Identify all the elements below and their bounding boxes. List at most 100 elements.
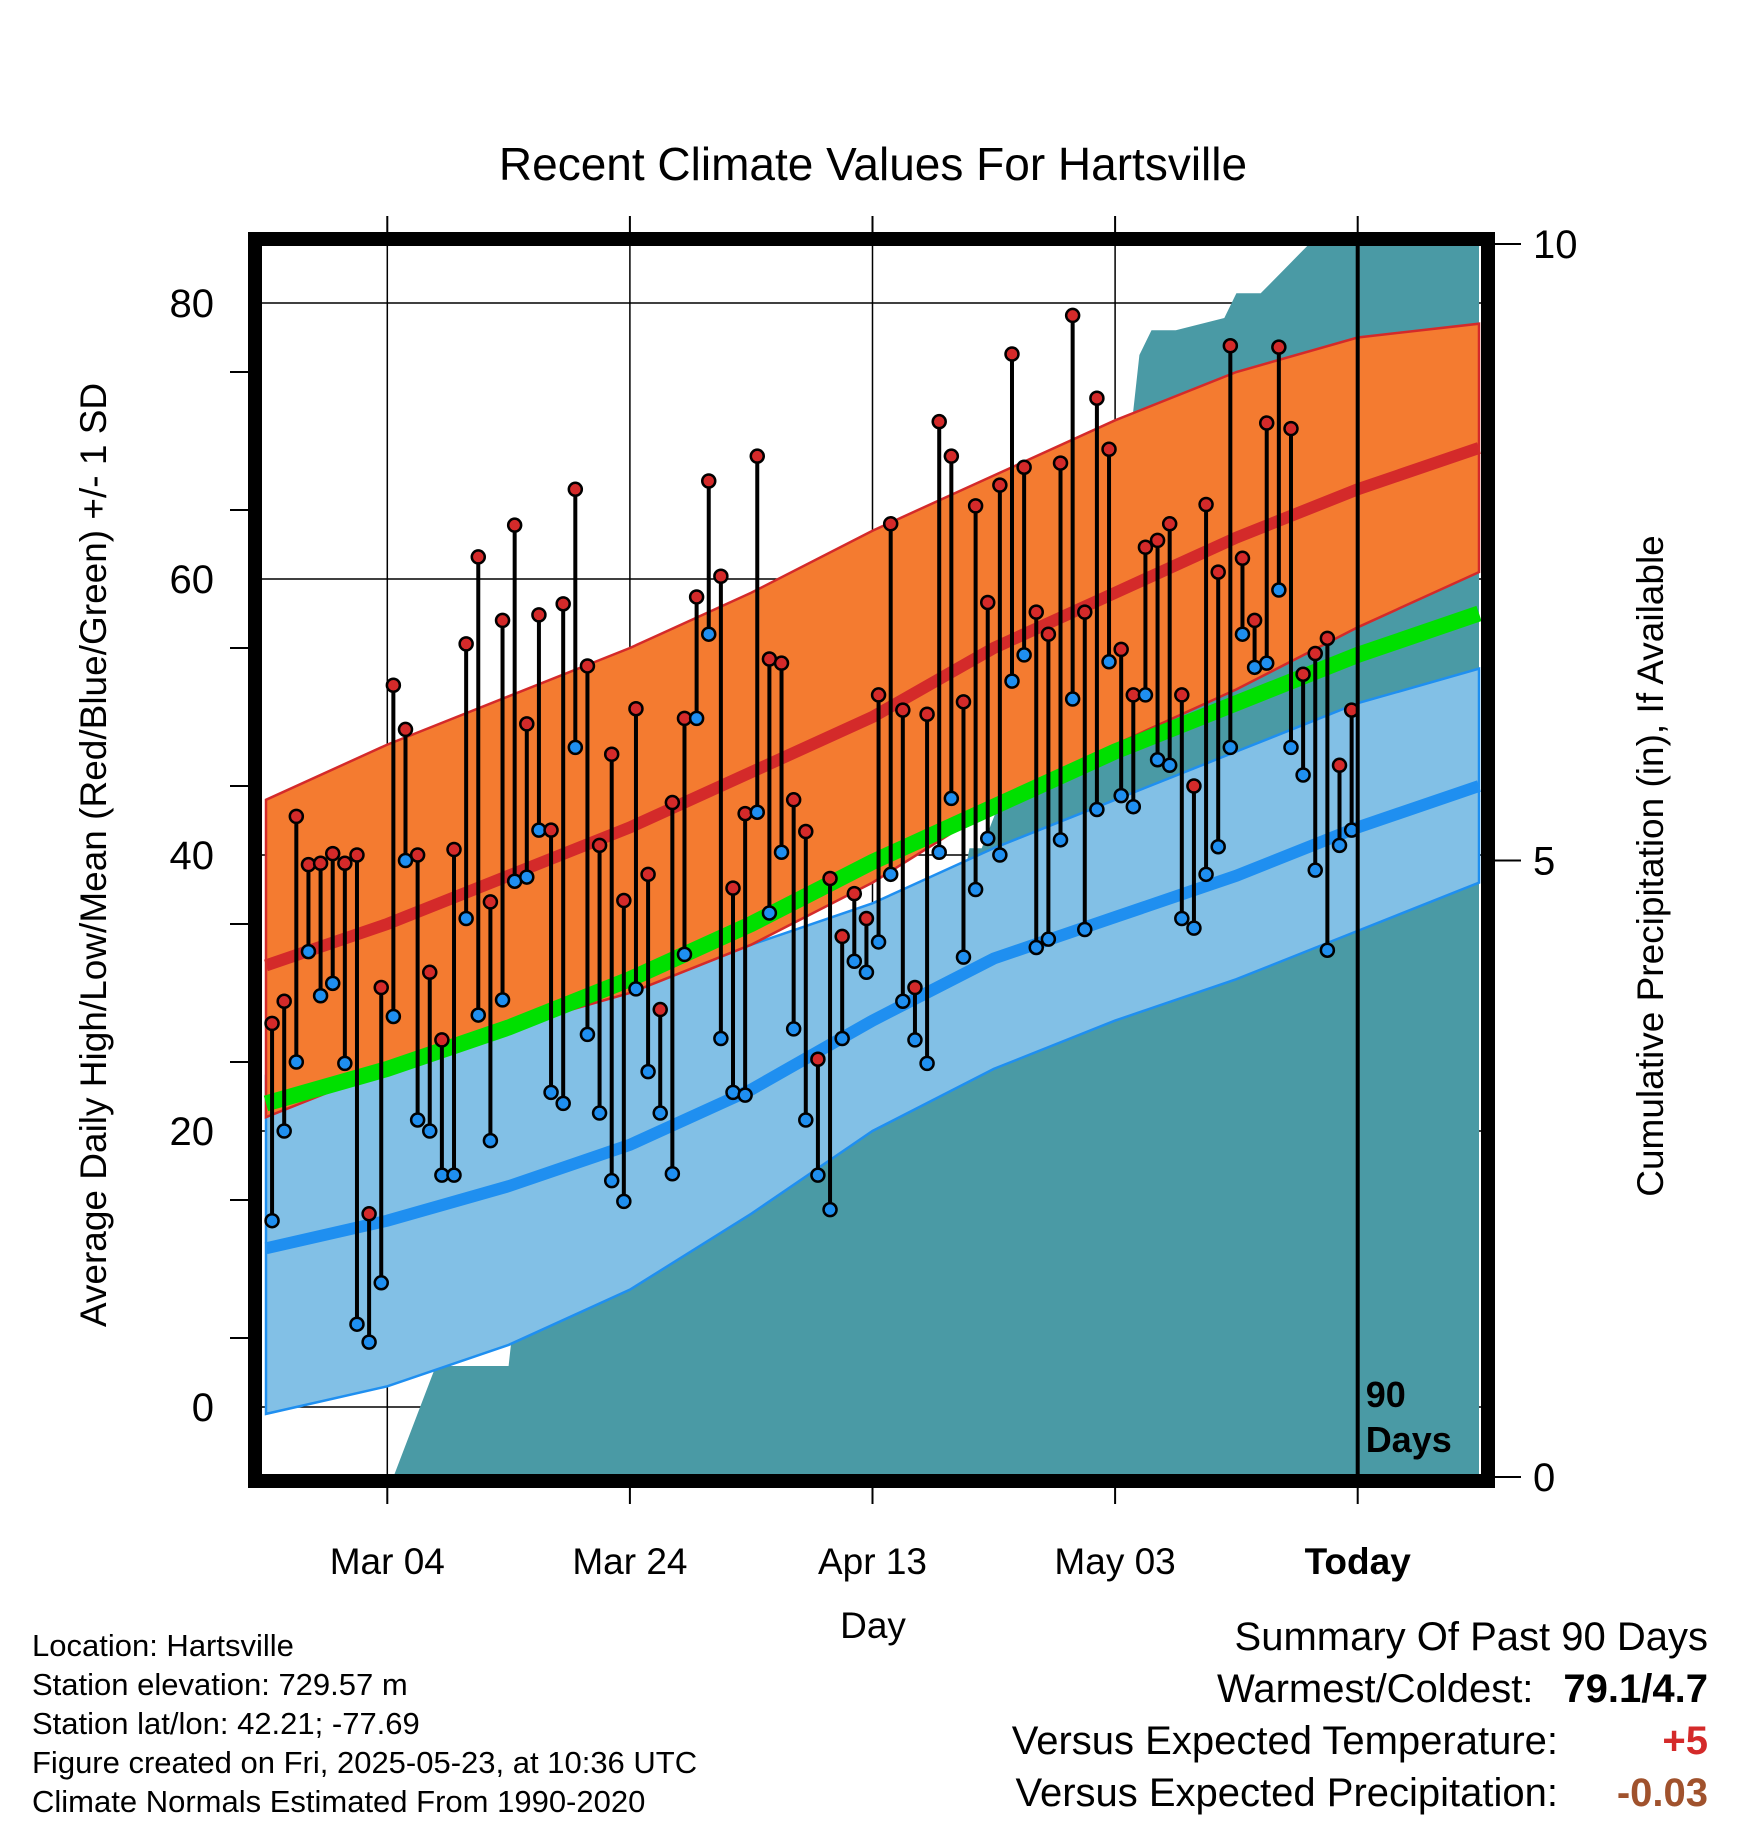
high-point <box>446 841 462 858</box>
low-point <box>785 1021 802 1037</box>
low-point <box>397 852 414 869</box>
low-point <box>591 1105 608 1121</box>
low-point <box>798 1112 814 1128</box>
high-point <box>1101 441 1117 458</box>
low-point <box>1161 757 1178 774</box>
high-point <box>931 413 947 430</box>
y2-tick-label: 0 <box>1533 1456 1555 1500</box>
high-point <box>288 808 305 825</box>
low-point <box>1089 801 1105 818</box>
warm-cold-value: 79.1/4.7 <box>1563 1667 1708 1711</box>
high-point <box>992 477 1008 493</box>
low-point <box>1295 767 1311 783</box>
y-axis-label: Average Daily High/Low/Mean (Red/Blue/Gr… <box>73 383 114 1327</box>
low-point <box>955 949 972 965</box>
station-info: Location: Hartsville Station elevation: … <box>32 1626 697 1821</box>
low-point <box>446 1167 462 1183</box>
x-tick-label: Today <box>1305 1541 1412 1582</box>
summary-warm-cold-row: Warmest/Coldest: 79.1/4.7 <box>1012 1667 1708 1722</box>
low-point <box>1077 921 1093 938</box>
high-point <box>1271 339 1287 355</box>
low-normal-line <box>264 780 1481 1255</box>
high-point <box>1210 564 1226 580</box>
high-point <box>725 880 741 896</box>
x-axis-label: Day <box>840 1605 906 1646</box>
low-point <box>882 866 899 883</box>
low-point <box>834 1030 850 1047</box>
low-point <box>373 1275 389 1291</box>
high-point <box>664 794 681 811</box>
high-point <box>349 847 365 863</box>
temp-anomaly-label: Versus Expected Temperature: <box>1011 1719 1558 1763</box>
high-point <box>519 716 535 732</box>
high-point <box>1064 307 1081 324</box>
today-days-word: Days <box>1366 1419 1452 1460</box>
high-point <box>943 448 960 464</box>
low-point <box>300 943 317 960</box>
low-point <box>737 1087 753 1103</box>
high-point <box>470 549 487 565</box>
low-point <box>1101 654 1117 670</box>
high-point <box>373 979 389 996</box>
temp-anomaly-value: +5 <box>1662 1719 1708 1763</box>
precip-anomaly-value: -0.03 <box>1616 1771 1708 1815</box>
high-point <box>1295 666 1311 682</box>
high-point <box>1246 612 1263 629</box>
low-point <box>822 1201 838 1218</box>
low-point <box>907 1032 923 1048</box>
high-point <box>1052 455 1069 471</box>
low-point <box>725 1084 741 1101</box>
low-point <box>482 1132 499 1149</box>
high-point <box>895 702 911 718</box>
low-point <box>519 869 535 885</box>
low-point <box>276 1123 292 1139</box>
precip-anomaly-label: Versus Expected Precipitation: <box>1015 1771 1558 1815</box>
high-point <box>749 448 766 464</box>
low-point <box>361 1334 377 1350</box>
high-point <box>579 658 596 674</box>
low-point <box>967 881 984 898</box>
high-point <box>385 677 402 694</box>
high-point <box>276 993 292 1010</box>
high-point <box>1331 757 1348 774</box>
high-point <box>700 473 717 489</box>
high-point <box>810 1051 826 1067</box>
low-point <box>870 934 887 950</box>
low-point <box>470 1007 487 1023</box>
high-point <box>846 885 863 902</box>
low-point <box>640 1063 656 1080</box>
high-point <box>967 498 984 514</box>
x-tick-label: Mar 24 <box>572 1541 687 1582</box>
low-point <box>494 992 511 1008</box>
low-point <box>749 804 766 820</box>
mean-normal-line <box>263 605 1481 1112</box>
low-point <box>664 1166 681 1182</box>
low-point <box>1028 939 1045 956</box>
high-point <box>979 594 996 611</box>
high-point <box>1307 645 1323 662</box>
latlon-text: Station lat/lon: 42.21; -77.69 <box>32 1706 420 1741</box>
low-point <box>264 1212 280 1229</box>
high-point <box>1234 550 1251 567</box>
high-point <box>785 792 802 808</box>
high-point <box>337 855 353 872</box>
summary-heading: Summary Of Past 90 Days <box>1234 1615 1708 1659</box>
low-point <box>579 1026 596 1043</box>
low-point <box>1234 626 1251 642</box>
high-point <box>1149 532 1166 549</box>
today-days-number: 90 <box>1366 1374 1406 1415</box>
high-point <box>1028 604 1045 620</box>
low-point <box>1258 655 1275 671</box>
warm-cold-label: Warmest/Coldest: <box>1217 1667 1534 1711</box>
low-point <box>324 975 341 992</box>
summary-precip-row: Versus Expected Precipitation: -0.03 <box>1012 1771 1708 1826</box>
high-point <box>1319 630 1336 647</box>
low-point <box>616 1193 632 1210</box>
high-point <box>506 517 523 533</box>
low-point <box>385 1008 402 1025</box>
low-point <box>1186 920 1202 936</box>
y-tick-label: 40 <box>170 834 215 878</box>
high-point <box>773 655 790 671</box>
summary-temp-row: Versus Expected Temperature: +5 <box>1011 1719 1708 1774</box>
y-tick-label: 20 <box>170 1110 215 1154</box>
